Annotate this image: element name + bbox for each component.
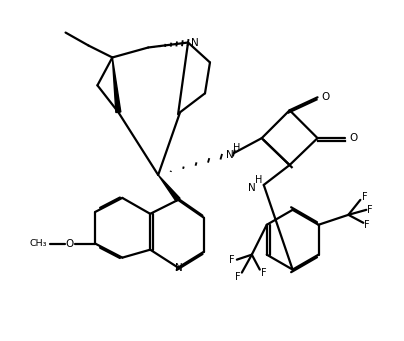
- Text: O: O: [349, 133, 358, 143]
- Text: F: F: [261, 268, 267, 278]
- Text: O: O: [65, 239, 74, 249]
- Text: CH₃: CH₃: [30, 239, 47, 248]
- Text: N: N: [175, 263, 183, 272]
- Text: N: N: [248, 183, 256, 193]
- Text: F: F: [362, 192, 367, 202]
- Text: H: H: [255, 175, 263, 185]
- Text: F: F: [364, 220, 370, 230]
- Text: N: N: [191, 38, 199, 47]
- Text: H: H: [233, 143, 240, 153]
- Polygon shape: [158, 175, 180, 202]
- Text: F: F: [368, 205, 373, 215]
- Text: F: F: [229, 255, 235, 265]
- Polygon shape: [112, 58, 121, 113]
- Text: N: N: [226, 150, 234, 160]
- Text: F: F: [235, 271, 241, 282]
- Text: O: O: [321, 92, 330, 102]
